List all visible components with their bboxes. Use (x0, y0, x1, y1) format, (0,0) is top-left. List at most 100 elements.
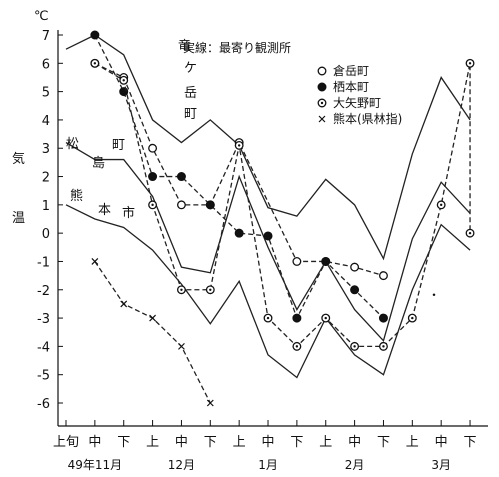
y-tick-label: -1 (37, 255, 50, 270)
data-point (234, 228, 244, 238)
y-unit-label: ℃ (34, 9, 49, 24)
y-tick-label: 3 (42, 142, 50, 157)
data-point (148, 143, 158, 153)
y-tick-label: -4 (37, 340, 50, 355)
data-point (122, 79, 125, 82)
y-axis-title-char: 気 (12, 151, 25, 167)
data-point (350, 262, 360, 272)
data-point (295, 345, 299, 348)
x-tick-label: 上 (146, 435, 159, 450)
series-label-char: ケ (184, 61, 197, 76)
data-point (411, 316, 414, 320)
data-point (321, 256, 331, 266)
series-label-char: 町 (112, 138, 125, 153)
x-tick-label: 上 (233, 435, 246, 450)
x-tick-label: 下 (464, 435, 477, 450)
data-point (180, 288, 183, 291)
data-point (353, 345, 356, 348)
y-tick-label: -3 (37, 312, 50, 327)
data-point (468, 62, 472, 65)
data-point (178, 342, 185, 350)
series-line (94, 34, 384, 320)
data-point (324, 316, 327, 320)
data-point (90, 30, 100, 40)
data-point (206, 399, 214, 407)
data-point (378, 313, 388, 323)
data-point (318, 115, 326, 123)
legend-label: 倉岳町 (333, 63, 369, 78)
series-label-char: 松 (66, 137, 79, 152)
y-tick-label: 5 (42, 86, 50, 101)
month-label: 1月 (258, 458, 278, 472)
x-tick-label: 上 (319, 435, 332, 450)
y-axis-title-char: 温 (12, 211, 25, 226)
data-point (176, 200, 186, 210)
month-label: 3月 (431, 458, 451, 472)
y-tick-label: -5 (37, 369, 50, 384)
data-point (209, 288, 212, 291)
x-tick-label: 下 (204, 435, 217, 450)
x-tick-label: 下 (377, 435, 390, 450)
series-line (94, 261, 211, 404)
series-label-char: 市 (122, 205, 135, 221)
x-tick-label: 下 (117, 435, 130, 450)
y-tick-label: -2 (37, 284, 50, 299)
series-label-char: 本 (98, 203, 111, 218)
month-label: 49年11月 (68, 458, 123, 472)
data-point (151, 203, 154, 207)
y-tick-label: 0 (42, 227, 50, 242)
x-tick-label: 中 (88, 435, 101, 450)
data-point (93, 62, 97, 65)
data-point (149, 314, 157, 322)
x-tick-label: 中 (435, 435, 448, 450)
y-tick-label: 6 (42, 57, 50, 72)
legend-label: 大矢野町 (333, 96, 381, 110)
data-point (91, 258, 99, 265)
stray-mark: ・ (428, 288, 440, 302)
data-point (120, 300, 128, 308)
x-tick-label: 下 (290, 435, 303, 450)
data-point (237, 144, 241, 147)
data-point (439, 203, 443, 207)
series-label-char: 熊 (70, 188, 83, 204)
legend-label: 栖本町 (333, 79, 369, 94)
data-point (468, 231, 472, 235)
y-tick-label: 7 (42, 29, 50, 44)
y-tick-label: 4 (42, 114, 50, 129)
series-line (65, 142, 471, 343)
data-point (148, 172, 158, 182)
data-point (292, 313, 302, 323)
data-point (382, 345, 385, 348)
data-point (292, 257, 302, 266)
data-point (320, 101, 324, 105)
data-point (205, 200, 215, 210)
x-tick-label: 上 (406, 435, 419, 450)
data-point (350, 285, 360, 295)
chart-title: 実線：最寄り観測所 (183, 40, 291, 55)
series-label-char: 町 (184, 107, 197, 122)
legend-label: 熊本(県林指) (333, 111, 402, 126)
x-tick-label: 中 (175, 435, 188, 450)
month-label: 12月 (168, 458, 195, 472)
x-tick-label: 中 (348, 435, 361, 450)
month-label: 2月 (345, 458, 365, 472)
x-tick-label: 中 (262, 435, 275, 450)
data-point (317, 66, 327, 76)
data-point (317, 82, 327, 92)
series-line (94, 62, 384, 277)
x-tick-label: 上旬 (53, 435, 79, 450)
series-label-char: 岳 (184, 86, 197, 101)
series-label-char: 島 (92, 156, 105, 171)
y-tick-label: 2 (42, 171, 50, 186)
data-point (176, 172, 186, 182)
data-point (266, 316, 270, 320)
data-point (263, 231, 273, 241)
series-line (65, 34, 471, 261)
data-point (119, 87, 129, 97)
series-line (65, 204, 471, 379)
series-label-char: 竜 (178, 39, 191, 54)
y-tick-label: -6 (37, 397, 50, 412)
data-point (379, 271, 388, 281)
